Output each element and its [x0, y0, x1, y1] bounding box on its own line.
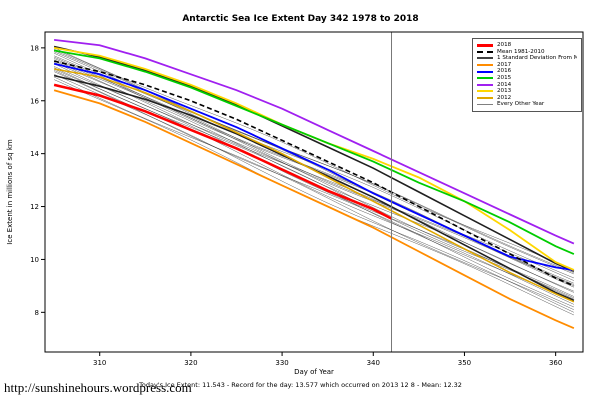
- x-axis-tick-label: 310: [93, 359, 106, 367]
- background-year-line: [53, 74, 575, 313]
- legend-line-swatch: [477, 50, 493, 53]
- background-year-line: [53, 47, 574, 271]
- legend-item-label: 2012: [497, 94, 512, 101]
- legend-item: Mean 1981-2010: [477, 49, 577, 56]
- legend-item-label: 2017: [497, 61, 512, 68]
- legend-item-label: 2014: [497, 81, 512, 88]
- background-year-line: [54, 71, 574, 308]
- std-deviation-line: [53, 45, 575, 273]
- site-url[interactable]: http://sunshinehours.wordpress.com: [4, 380, 192, 395]
- background-year-line: [54, 60, 574, 292]
- std-deviation-line: [53, 74, 575, 302]
- legend-line-swatch: [477, 57, 493, 60]
- legend-line-swatch: [477, 90, 493, 93]
- legend-item: 2012: [477, 95, 577, 102]
- chart-footnote: Today's Ice Extent: 11.543 - Record for …: [139, 381, 462, 389]
- x-axis-tick-label: 340: [367, 359, 380, 367]
- legend-line-swatch: [477, 104, 493, 106]
- series-line-2015: [53, 49, 575, 255]
- legend-item: 2014: [477, 82, 577, 89]
- background-year-line: [53, 76, 575, 310]
- background-year-line: [53, 79, 575, 316]
- y-axis-tick-label: 16: [30, 97, 39, 105]
- legend-item-label: 2013: [497, 88, 512, 95]
- legend-line-swatch: [477, 97, 493, 100]
- legend-item-label: 1 Standard Deviation From Mean: [497, 55, 577, 62]
- legend-box: 2018 Mean 1981-2010 1 Standard Deviation F…: [472, 38, 582, 112]
- chart-title: Antarctic Sea Ice Extent Day 342 1978 to…: [182, 14, 419, 24]
- series-line-2012: [53, 68, 575, 303]
- legend-item: 2013: [477, 88, 577, 95]
- legend-line-swatch: [477, 77, 493, 80]
- legend-line-swatch: [477, 43, 493, 47]
- legend-item-label: Every Other Year: [497, 101, 545, 108]
- legend-item-label: 2016: [497, 68, 512, 75]
- legend-item-label: 2018: [497, 42, 512, 48]
- series-line-mean-1981-2010: [53, 60, 575, 287]
- y-axis-tick-label: 14: [30, 150, 39, 158]
- x-axis-tick-label: 330: [275, 359, 288, 367]
- background-year-line: [54, 48, 574, 275]
- x-axis-label: Day of Year: [294, 368, 334, 376]
- legend-line-swatch: [477, 83, 493, 86]
- series-line-2017: [53, 89, 575, 330]
- x-axis-tick-label: 320: [184, 359, 197, 367]
- series-line-2014: [53, 39, 575, 245]
- y-axis-tick-label: 12: [30, 203, 39, 211]
- x-axis-tick-label: 350: [458, 359, 471, 367]
- plot-border: [44, 31, 584, 353]
- legend-line-swatch: [477, 64, 493, 67]
- background-year-line: [53, 66, 575, 300]
- y-axis-tick-label: 8: [35, 309, 39, 317]
- background-year-line: [53, 68, 575, 305]
- legend-item: 1 Standard Deviation From Mean: [477, 55, 577, 62]
- legend-item-label: 2015: [497, 74, 512, 81]
- legend-item: Every Other Year: [477, 101, 577, 108]
- legend-item: 2017: [477, 62, 577, 69]
- y-axis-label: Ice Extent in millions of sq km: [6, 139, 14, 245]
- y-axis-tick-label: 18: [30, 44, 39, 52]
- x-axis-tick-label: 360: [549, 359, 562, 367]
- legend-item: 2016: [477, 68, 577, 75]
- legend-item: 2015: [477, 75, 577, 82]
- legend-item: 2018: [477, 42, 577, 49]
- series-line-2018: [53, 83, 393, 220]
- y-axis-tick-label: 10: [30, 256, 39, 264]
- series-line-2016: [53, 62, 575, 271]
- legend-line-swatch: [477, 70, 493, 73]
- legend-item-label: Mean 1981-2010: [497, 48, 545, 55]
